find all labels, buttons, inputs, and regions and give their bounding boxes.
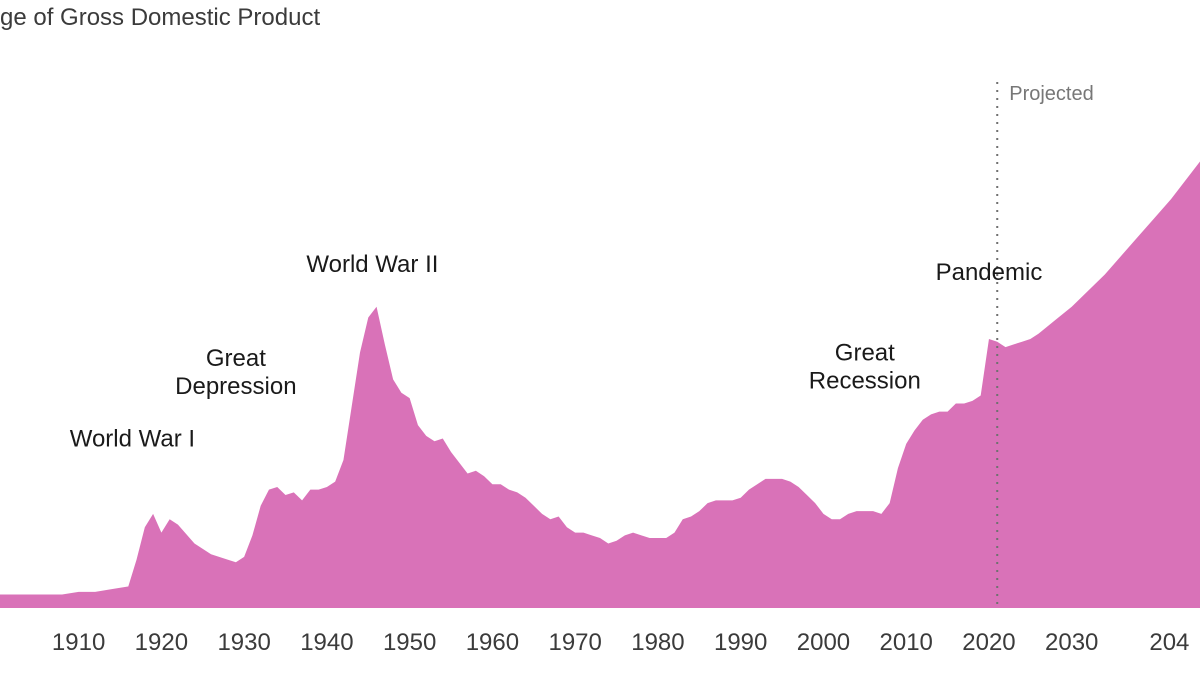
annotation-label: GreatRecession <box>809 340 921 395</box>
x-tick-label: 1970 <box>548 629 601 656</box>
debt-gdp-area-chart: Projected 191019201930194019501960197019… <box>0 0 1200 675</box>
x-tick-label: 1960 <box>466 629 519 656</box>
x-axis-ticks: 1910 1920 1930 1940 1950 1960 1970 1980 1990 2000… <box>52 629 1189 656</box>
x-tick-label: 2030 <box>1045 629 1098 656</box>
x-tick-label: 204 <box>1149 629 1189 656</box>
x-tick-label: 1920 <box>135 629 188 656</box>
annotation-label: Pandemic <box>936 259 1043 286</box>
event-annotations: World War I GreatDepression World War II Gr… <box>70 251 1043 453</box>
projected-label: Projected <box>1009 83 1094 105</box>
x-tick-label: 2010 <box>880 629 933 656</box>
x-tick-label: 2020 <box>962 629 1015 656</box>
x-tick-label: 1950 <box>383 629 436 656</box>
x-tick-label: 1910 <box>52 629 105 656</box>
annotation-label: GreatDepression <box>175 345 296 400</box>
annotation-label: World War I <box>70 426 195 453</box>
x-tick-label: 1980 <box>631 629 684 656</box>
x-tick-label: 1930 <box>217 629 270 656</box>
annotation-label: World War II <box>306 251 438 278</box>
x-tick-label: 1990 <box>714 629 767 656</box>
x-tick-label: 2000 <box>797 629 850 656</box>
x-tick-label: 1940 <box>300 629 353 656</box>
